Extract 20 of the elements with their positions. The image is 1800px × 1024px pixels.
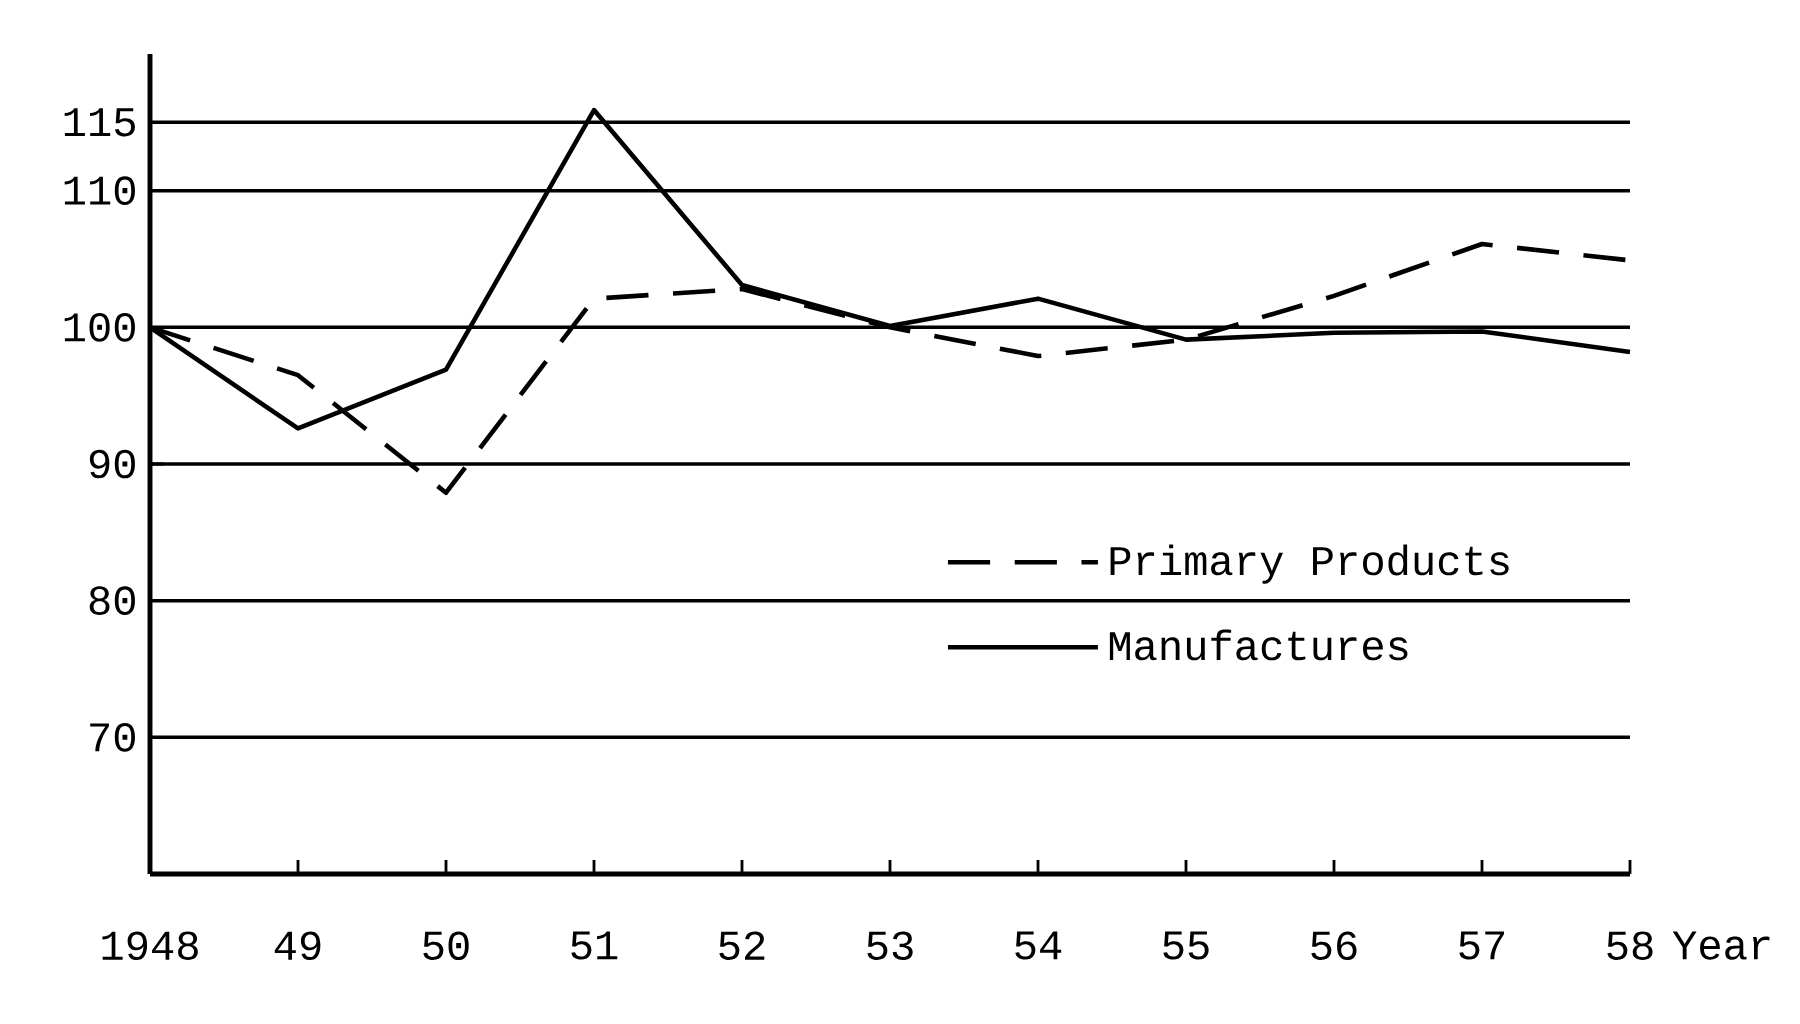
x-tick-label: 58: [1607, 931, 1653, 961]
y-tick-label: 110: [64, 176, 135, 205]
y-tick-label: 90: [89, 449, 135, 479]
x-tick-label: 53: [867, 931, 913, 961]
x-tick-label: 50: [423, 931, 469, 961]
x-tick-label: 57: [1459, 931, 1504, 960]
y-tick-label: 80: [89, 586, 135, 615]
y-tick-label: 115: [64, 108, 135, 137]
x-tick-label: 55: [1163, 931, 1209, 960]
x-axis-title: Year: [1672, 931, 1770, 960]
x-tick-label: 49: [274, 931, 321, 961]
x-tick-label: 1948: [102, 931, 198, 961]
x-tick-label: 52: [719, 931, 765, 961]
x-tick-label: 56: [1311, 931, 1357, 961]
legend-label: Manufactures: [1109, 629, 1408, 661]
y-tick-label: 100: [64, 313, 135, 342]
legend-label: Primary Products: [1110, 544, 1509, 584]
x-tick-label: 51: [571, 931, 618, 960]
x-tick-label: 54: [1015, 931, 1062, 960]
y-tick-label: 70: [90, 723, 135, 752]
